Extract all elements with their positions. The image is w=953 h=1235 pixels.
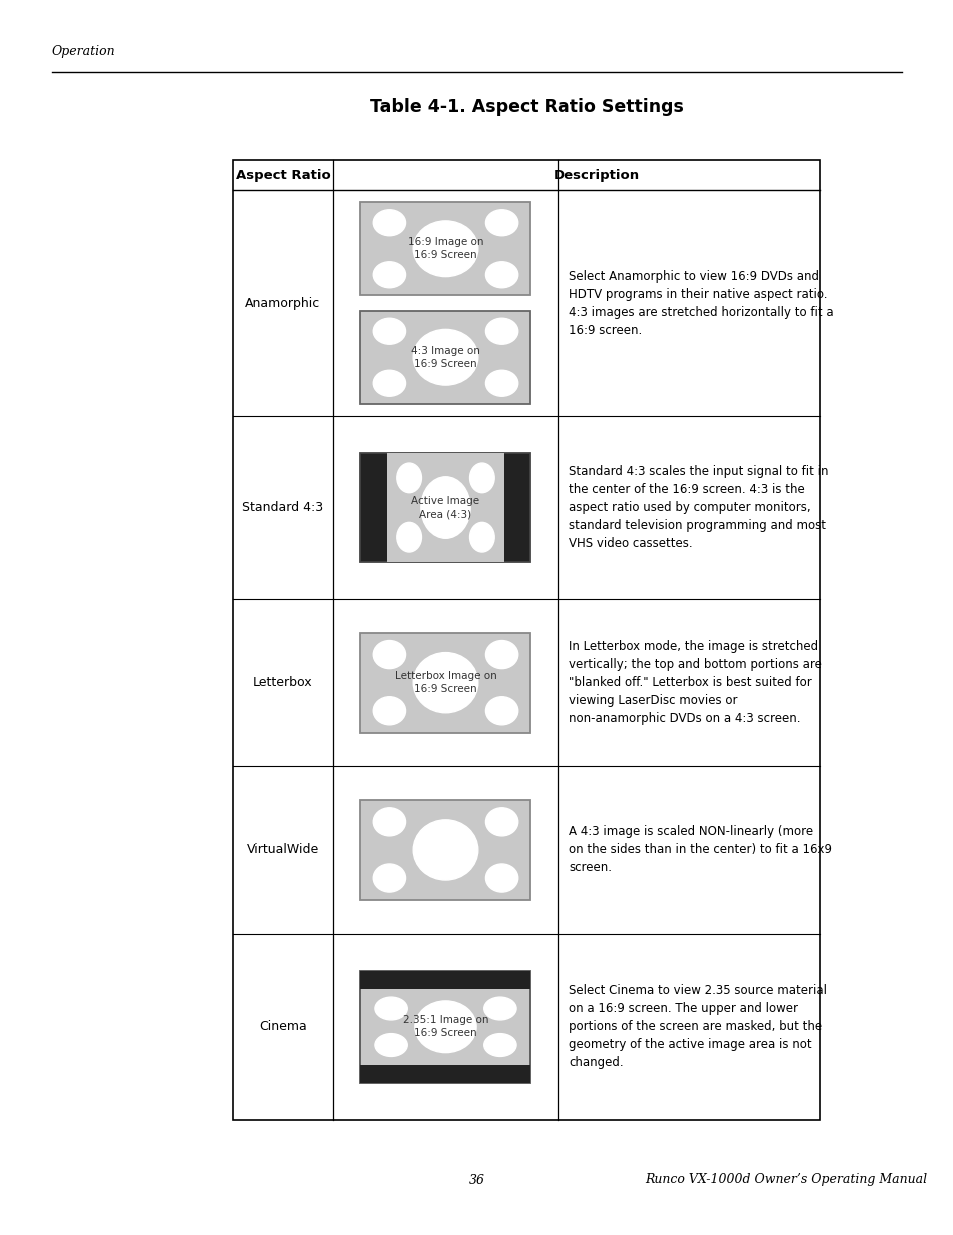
Ellipse shape (485, 641, 517, 668)
Ellipse shape (483, 997, 516, 1020)
Ellipse shape (469, 522, 494, 552)
Text: Standard 4:3 scales the input signal to fit in
the center of the 16:9 screen. 4:: Standard 4:3 scales the input signal to … (568, 466, 827, 550)
Ellipse shape (373, 262, 405, 288)
Text: Select Cinema to view 2.35 source material
on a 16:9 screen. The upper and lower: Select Cinema to view 2.35 source materi… (568, 984, 826, 1070)
Ellipse shape (469, 463, 494, 493)
Ellipse shape (373, 697, 405, 725)
Text: Select Anamorphic to view 16:9 DVDs and
HDTV programs in their native aspect rat: Select Anamorphic to view 16:9 DVDs and … (568, 269, 833, 336)
Ellipse shape (375, 997, 407, 1020)
Ellipse shape (483, 1034, 516, 1056)
Ellipse shape (485, 210, 517, 236)
Text: 4:3 Image on
16:9 Screen: 4:3 Image on 16:9 Screen (411, 346, 479, 369)
Ellipse shape (413, 820, 477, 881)
Ellipse shape (485, 864, 517, 892)
Ellipse shape (420, 477, 470, 538)
Ellipse shape (373, 864, 405, 892)
Text: 16:9 Image on
16:9 Screen: 16:9 Image on 16:9 Screen (407, 237, 483, 261)
FancyBboxPatch shape (360, 311, 530, 404)
Text: Letterbox Image on
16:9 Screen: Letterbox Image on 16:9 Screen (395, 671, 496, 694)
Text: Runco VX-1000d Owner’s Operating Manual: Runco VX-1000d Owner’s Operating Manual (644, 1173, 926, 1187)
Ellipse shape (373, 210, 405, 236)
Text: Active Image
Area (4:3): Active Image Area (4:3) (411, 496, 479, 519)
Ellipse shape (373, 319, 405, 345)
Text: Anamorphic: Anamorphic (245, 296, 320, 310)
FancyBboxPatch shape (360, 452, 530, 562)
FancyBboxPatch shape (360, 800, 530, 900)
Ellipse shape (396, 463, 421, 493)
Ellipse shape (413, 221, 477, 277)
FancyBboxPatch shape (360, 1065, 530, 1083)
Text: 36: 36 (469, 1173, 484, 1187)
Ellipse shape (485, 808, 517, 836)
FancyBboxPatch shape (360, 971, 530, 989)
Ellipse shape (413, 652, 477, 713)
Ellipse shape (485, 319, 517, 345)
FancyBboxPatch shape (387, 452, 503, 562)
Ellipse shape (413, 330, 477, 385)
Ellipse shape (485, 370, 517, 396)
Text: Description: Description (553, 168, 639, 182)
Ellipse shape (373, 641, 405, 668)
Ellipse shape (375, 1034, 407, 1056)
Text: Table 4-1. Aspect Ratio Settings: Table 4-1. Aspect Ratio Settings (370, 98, 683, 116)
Ellipse shape (373, 370, 405, 396)
Ellipse shape (485, 697, 517, 725)
Text: A 4:3 image is scaled NON-linearly (more
on the sides than in the center) to fit: A 4:3 image is scaled NON-linearly (more… (568, 825, 831, 874)
Text: In Letterbox mode, the image is stretched
vertically; the top and bottom portion: In Letterbox mode, the image is stretche… (568, 640, 821, 725)
FancyBboxPatch shape (360, 971, 530, 1083)
Text: Cinema: Cinema (259, 1020, 307, 1034)
Text: VirtualWide: VirtualWide (247, 844, 319, 856)
FancyBboxPatch shape (233, 161, 820, 1120)
Text: Standard 4:3: Standard 4:3 (242, 501, 323, 514)
Ellipse shape (415, 1000, 476, 1052)
Ellipse shape (373, 808, 405, 836)
FancyBboxPatch shape (360, 203, 530, 295)
Text: Letterbox: Letterbox (253, 677, 313, 689)
Ellipse shape (396, 522, 421, 552)
Text: 2.35:1 Image on
16:9 Screen: 2.35:1 Image on 16:9 Screen (402, 1015, 488, 1039)
FancyBboxPatch shape (360, 632, 530, 732)
Ellipse shape (485, 262, 517, 288)
Text: Operation: Operation (52, 44, 115, 58)
Text: Aspect Ratio: Aspect Ratio (235, 168, 330, 182)
